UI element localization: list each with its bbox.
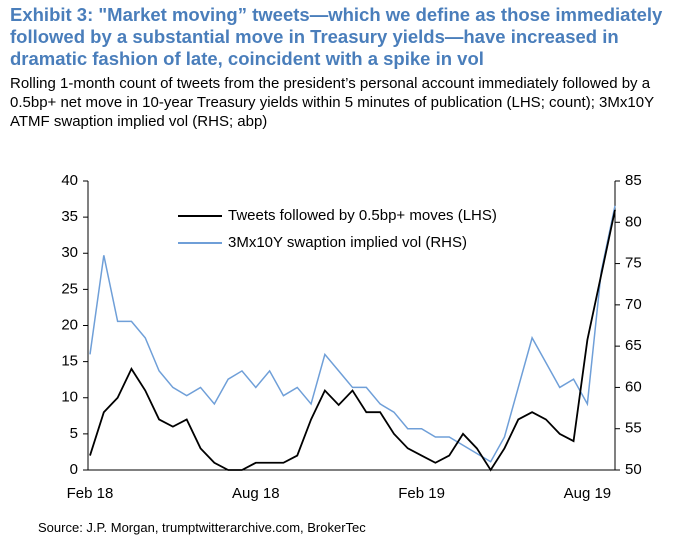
y2-tick-label: 70 <box>625 296 642 313</box>
y2-tick-label: 80 <box>625 213 642 230</box>
y2-tick-label: 75 <box>625 255 642 272</box>
legend-label: 3Mx10Y swaption implied vol (RHS) <box>228 234 467 251</box>
y-tick-label: 20 <box>61 316 78 333</box>
y2-tick-label: 55 <box>625 420 642 437</box>
y-tick-label: 15 <box>61 353 78 370</box>
legend-label: Tweets followed by 0.5bp+ moves (LHS) <box>228 207 497 224</box>
y2-tick-label: 85 <box>625 172 642 189</box>
series-line <box>89 209 616 472</box>
x-tick-label: Aug 19 <box>564 485 612 502</box>
y2-tick-label: 60 <box>625 378 642 395</box>
source: Source: J.P. Morgan, trumptwitterarchive… <box>38 520 366 535</box>
y-tick-label: 25 <box>61 280 78 297</box>
y-tick-label: 40 <box>61 172 78 189</box>
y-tick-label: 10 <box>61 389 78 406</box>
y-tick-label: 35 <box>61 208 78 225</box>
x-tick-label: Feb 19 <box>398 485 445 502</box>
y-tick-label: 30 <box>61 244 78 261</box>
y2-tick-label: 65 <box>625 337 642 354</box>
y2-tick-label: 50 <box>625 461 642 478</box>
series-line <box>89 205 616 463</box>
chart-subtitle: Rolling 1-month count of tweets from the… <box>10 75 654 130</box>
x-tick-label: Aug 18 <box>232 485 280 502</box>
y-tick-label: 0 <box>70 461 78 478</box>
x-tick-label: Feb 18 <box>67 485 114 502</box>
y-tick-label: 5 <box>70 425 78 442</box>
chart-title: Exhibit 3: "Market moving” tweets—which … <box>10 4 663 69</box>
